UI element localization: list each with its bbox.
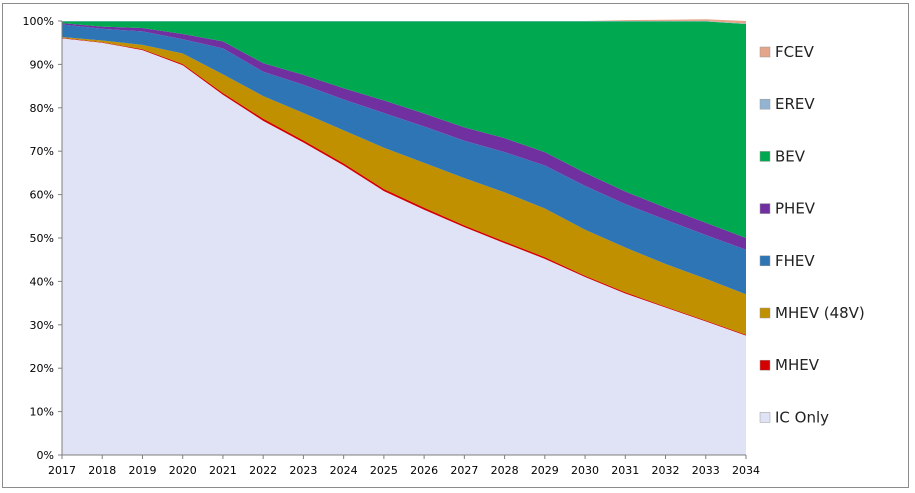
area-fhev <box>62 24 746 295</box>
x-tick-label: 2025 <box>370 464 398 477</box>
legend-swatch-mhev <box>759 359 771 371</box>
x-tick-label: 2029 <box>531 464 559 477</box>
y-tick-label: 70% <box>30 145 54 158</box>
legend: FCEV EREV BEV PHEV FHEV MHEV (48V) MHEV IC Only <box>759 43 865 426</box>
x-tick-label: 2018 <box>88 464 116 477</box>
y-tick-label: 20% <box>30 362 54 375</box>
x-tick-label: 2026 <box>410 464 438 477</box>
x-tick-label: 2021 <box>209 464 237 477</box>
x-tick-label: 2032 <box>652 464 680 477</box>
area-mhev-48v <box>62 37 746 335</box>
legend-swatch-erev <box>759 98 771 110</box>
legend-swatch-mhev-48v <box>759 307 771 319</box>
area-series-group <box>62 19 746 456</box>
x-tick-label: 2030 <box>571 464 599 477</box>
x-tick-label: 2020 <box>169 464 197 477</box>
y-tick-label: 60% <box>30 189 54 202</box>
area-erev <box>62 21 746 25</box>
x-tick-label: 2017 <box>48 464 76 477</box>
legend-label-fhev: FHEV <box>775 252 815 270</box>
legend-swatch-fhev <box>759 255 771 267</box>
legend-swatch-ic-only <box>759 412 771 423</box>
area-bev <box>62 21 746 239</box>
legend-swatch-phev <box>759 203 771 214</box>
x-tick-label: 2022 <box>249 464 277 477</box>
x-tick-label: 2028 <box>491 464 519 477</box>
legend-swatch-bev <box>759 151 771 162</box>
y-tick-label: 30% <box>30 319 54 332</box>
y-tick-label: 50% <box>30 232 54 245</box>
legend-swatch-fcev <box>759 46 771 58</box>
area-ic-only <box>62 38 746 456</box>
legend-label-ic-only: IC Only <box>775 408 829 426</box>
y-tick-label: 10% <box>30 406 54 419</box>
x-tick-label: 2031 <box>611 464 639 477</box>
legend-label-fcev: FCEV <box>775 43 815 61</box>
y-tick-label: 40% <box>30 275 54 288</box>
legend-label-mhev-48v: MHEV (48V) <box>775 304 865 322</box>
x-tick-label: 2033 <box>692 464 720 477</box>
y-tick-label: 0% <box>37 449 54 462</box>
x-tick-label: 2027 <box>450 464 478 477</box>
x-tick-label: 2024 <box>330 464 358 477</box>
y-tick-label: 90% <box>30 58 54 71</box>
x-tick-label: 2023 <box>289 464 317 477</box>
x-tick-label: 2019 <box>128 464 156 477</box>
legend-label-phev: PHEV <box>775 200 816 218</box>
y-tick-labels: 0% 10% 20% 30% 40% 50% 60% 70% 80% 90% 100% <box>23 15 62 462</box>
legend-label-erev: EREV <box>775 95 815 113</box>
legend-label-bev: BEV <box>775 147 806 165</box>
x-tick-labels: 2017 2018 2019 2020 2021 2022 2023 2024 2025 2026… <box>48 455 760 477</box>
legend-label-mhev: MHEV <box>775 356 820 374</box>
y-tick-label: 100% <box>23 15 54 28</box>
area-fcev <box>62 19 746 24</box>
x-tick-label: 2034 <box>732 464 760 477</box>
y-tick-label: 80% <box>30 102 54 115</box>
